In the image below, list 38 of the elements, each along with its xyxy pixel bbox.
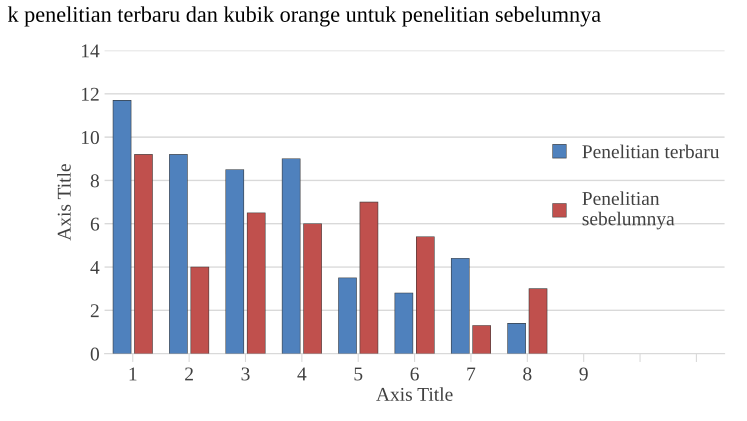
bar <box>360 202 378 354</box>
y-tick-label: 0 <box>90 347 99 361</box>
chart-title: k penelitian terbaru dan kubik orange untuk penelitian sebelumnya <box>8 6 601 27</box>
bar <box>134 154 153 354</box>
x-axis-title: Axis Title <box>376 387 453 401</box>
bar <box>169 154 188 354</box>
bar <box>416 236 435 354</box>
x-tick-label: 9 <box>579 367 588 381</box>
x-tick-label: 8 <box>523 367 532 381</box>
bar <box>394 292 414 354</box>
bar <box>246 212 266 354</box>
x-tick-label: 6 <box>410 367 419 381</box>
x-tick-label: 7 <box>467 368 476 380</box>
x-tick-label: 2 <box>185 367 193 380</box>
y-tick-label: 12 <box>82 88 99 101</box>
bar <box>190 266 210 354</box>
bar <box>507 323 526 354</box>
x-tick-label: 1 <box>130 367 136 380</box>
y-tick-label: 14 <box>82 44 100 58</box>
y-tick-label: 4 <box>90 260 100 274</box>
bar <box>450 258 470 354</box>
bar <box>472 325 491 354</box>
bar <box>303 223 322 354</box>
y-tick-label: 10 <box>82 130 99 144</box>
y-tick-label: 2 <box>90 304 99 318</box>
y-tick-label: 8 <box>90 174 99 188</box>
bar <box>225 169 244 354</box>
x-tick-label: 3 <box>242 367 250 381</box>
bar <box>282 158 300 354</box>
x-tick-label: 4 <box>297 368 306 380</box>
bar <box>112 100 132 354</box>
legend-label: Penelitian terbaru <box>582 144 720 158</box>
bar <box>338 278 357 354</box>
y-axis-title: Axis Title <box>57 164 71 241</box>
bar <box>528 288 548 354</box>
y-tick-label: 6 <box>90 218 100 231</box>
x-tick-label: 5 <box>354 368 362 381</box>
legend-label: Penelitian sebelumnya <box>582 191 674 230</box>
